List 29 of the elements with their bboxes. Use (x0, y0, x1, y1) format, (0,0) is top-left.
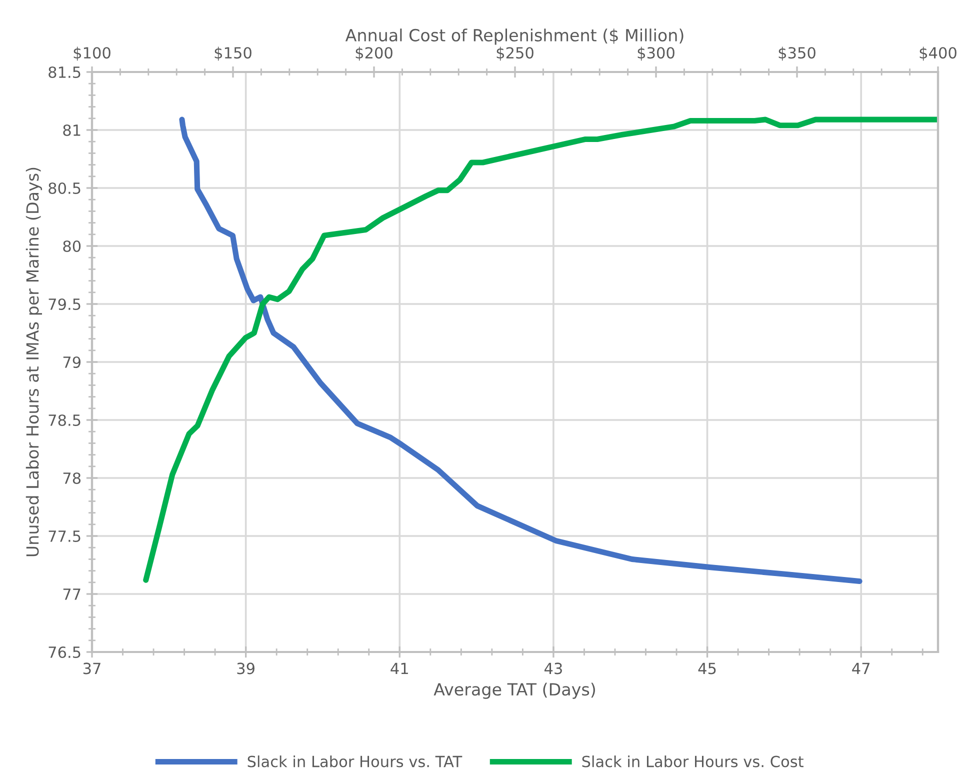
x2-tick-label: $250 (496, 46, 534, 61)
x-tick-label: 43 (544, 662, 562, 674)
y-tick-label: 80 (63, 240, 81, 252)
x2-tick-label: $100 (74, 46, 110, 61)
x2-tick-label: $350 (778, 46, 816, 61)
y-tick-label: 79.5 (48, 298, 80, 310)
y-tick-label: 80.5 (48, 182, 80, 194)
y-tick-label: 78.5 (48, 414, 80, 426)
x-tick-label: 41 (390, 662, 408, 674)
y-tick-label: 79 (63, 356, 81, 368)
x-tick-label: 45 (698, 662, 716, 674)
x2-tick-label: $200 (356, 46, 392, 61)
legend-label: Slack in Labor Hours vs. Cost (582, 755, 804, 768)
x-tick-label: 39 (237, 662, 254, 674)
x2-axis-title: Annual Cost of Replenishment ($ Million) (345, 28, 684, 45)
y-tick-label: 81.5 (48, 66, 80, 78)
y-tick-label: 76.5 (48, 646, 80, 658)
x2-tick-label: $300 (638, 46, 674, 61)
y-tick-label: 77.5 (48, 530, 80, 542)
y-tick-label: 78 (63, 472, 81, 484)
x-tick-label: 47 (852, 662, 870, 674)
x-tick-label: 37 (83, 662, 100, 674)
legend-label: Slack in Labor Hours vs. TAT (248, 755, 462, 768)
x2-tick-label: $400 (920, 46, 956, 61)
y-tick-label: 77 (63, 588, 80, 600)
y-tick-label: 81 (63, 124, 80, 136)
y-axis-title: Unused Labor Hours at IMAs per Marine (Days) (26, 168, 42, 556)
x2-tick-label: $150 (214, 46, 252, 61)
x-axis-title: Average TAT (Days) (434, 682, 595, 699)
